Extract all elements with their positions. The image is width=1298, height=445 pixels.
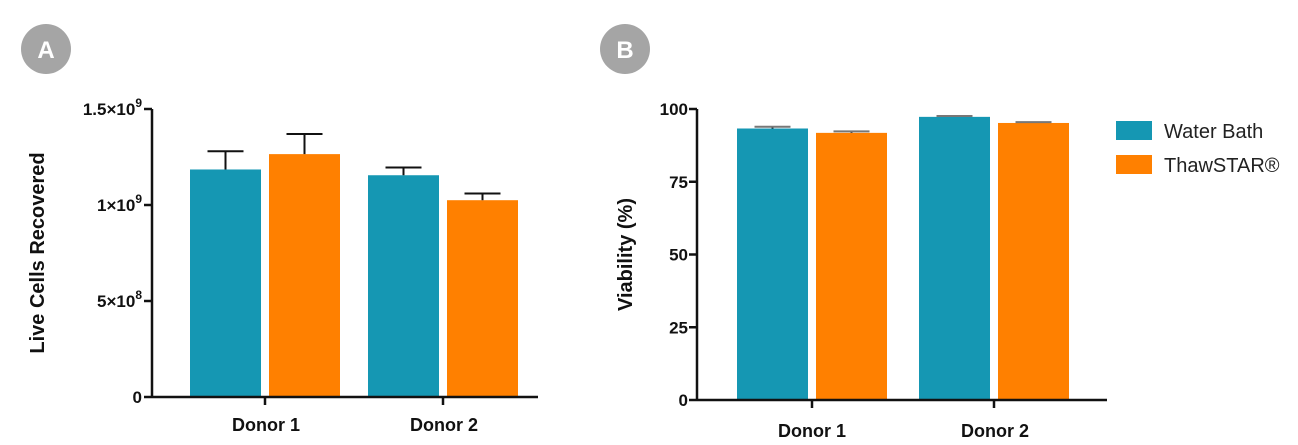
x-tick-label: Donor 2 (410, 415, 478, 435)
y-tick-label: 25 (669, 318, 688, 337)
panel-b-badge: B (600, 24, 650, 74)
panel-a-badge: A (21, 24, 71, 74)
x-tick-label: Donor 1 (232, 415, 300, 435)
legend-swatch-thawstar (1116, 155, 1152, 174)
bar-thawstar-donor-1 (816, 132, 887, 400)
bar-water-bath-donor-2 (368, 175, 439, 397)
bar-thawstar-donor-2 (998, 122, 1069, 400)
panel-a-badge-label: A (37, 37, 54, 64)
legend-swatch-water-bath (1116, 121, 1152, 140)
y-tick-label: 100 (660, 100, 688, 119)
bar-water-bath-donor-2 (919, 116, 990, 401)
x-tick-label: Donor 1 (778, 421, 846, 441)
y-axis-title: Live Cells Recovered (27, 152, 49, 353)
chart-viability: 0 25 50 75 100 Donor 1 Donor 2 Viability (%) (615, 100, 1107, 441)
panel-b-badge-circle (600, 24, 650, 74)
y-axis-title: Viability (%) (615, 198, 637, 311)
y-tick-label: 0 (133, 388, 142, 407)
chart-live-cells: 0 5×108 1×109 1.5×109 Donor 1 Donor 2 Live Cel… (27, 96, 538, 435)
bar-water-bath-donor-1 (190, 169, 261, 397)
legend-label-water-bath: Water Bath (1164, 121, 1263, 143)
bar-water-bath-donor-1 (737, 128, 808, 400)
bar-thawstar-donor-2 (447, 200, 518, 397)
bar-thawstar-donor-1 (269, 154, 340, 397)
legend: Water Bath ThawSTAR® (1116, 121, 1280, 177)
y-tick-label: 75 (669, 173, 688, 192)
y-tick-label: 50 (669, 246, 688, 265)
legend-label-thawstar: ThawSTAR® (1164, 155, 1280, 177)
y-tick-label: 1.5×109 (83, 96, 142, 119)
x-tick-label: Donor 2 (961, 421, 1029, 441)
y-tick-label: 5×108 (97, 288, 142, 311)
y-tick-label: 0 (679, 391, 688, 410)
panel-a-badge-circle (21, 24, 71, 74)
y-tick-label: 1×109 (97, 192, 142, 215)
panel-b-badge-label: B (616, 37, 633, 64)
